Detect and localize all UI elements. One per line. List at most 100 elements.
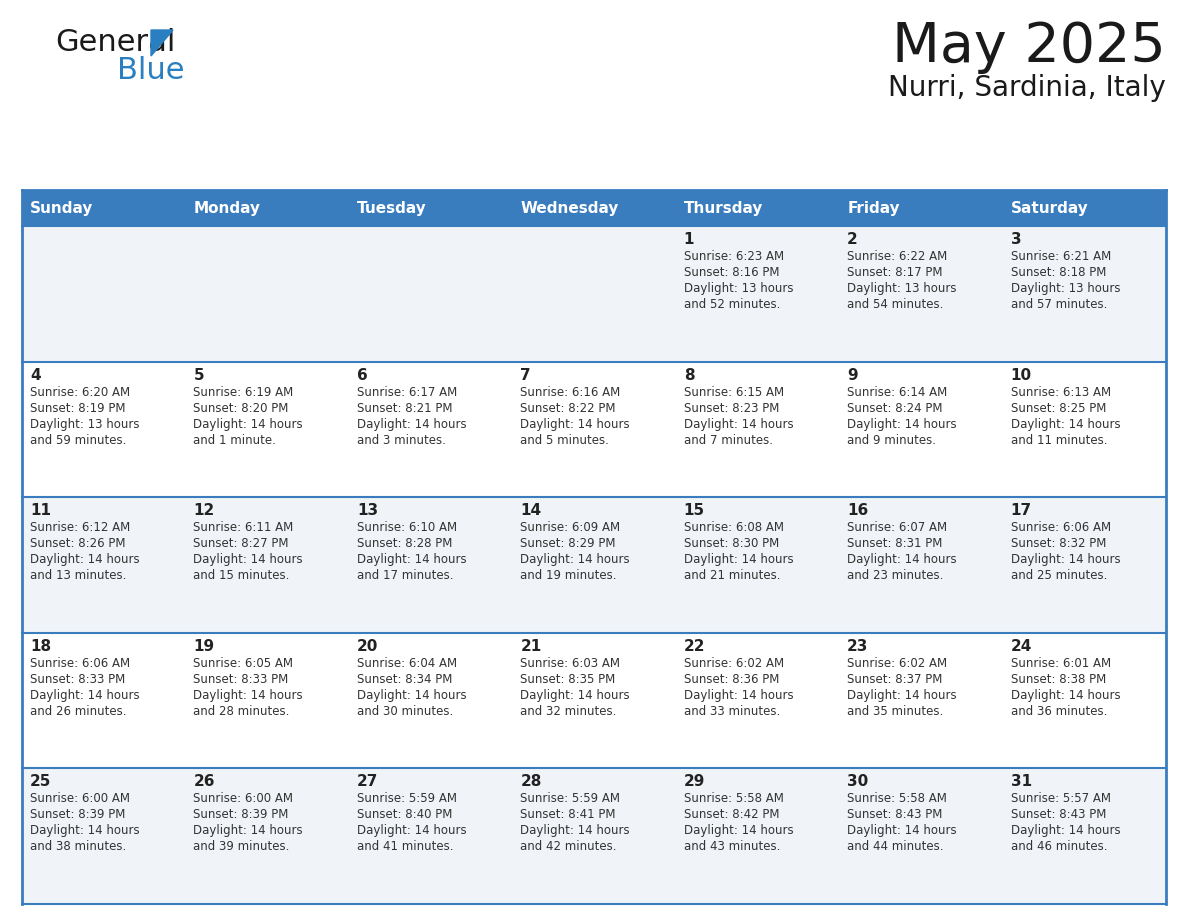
Text: and 41 minutes.: and 41 minutes. <box>356 840 454 854</box>
Text: 8: 8 <box>684 367 694 383</box>
Text: and 21 minutes.: and 21 minutes. <box>684 569 781 582</box>
Bar <box>23 498 185 633</box>
Text: Sunset: 8:33 PM: Sunset: 8:33 PM <box>30 673 125 686</box>
Bar <box>1003 190 1165 226</box>
Text: Friday: Friday <box>847 200 899 216</box>
Text: Daylight: 14 hours: Daylight: 14 hours <box>30 824 140 837</box>
Text: Daylight: 14 hours: Daylight: 14 hours <box>356 418 467 431</box>
Text: 20: 20 <box>356 639 378 654</box>
Text: 26: 26 <box>194 775 215 789</box>
Text: and 44 minutes.: and 44 minutes. <box>847 840 943 854</box>
Text: General: General <box>55 28 176 57</box>
Text: Sunset: 8:26 PM: Sunset: 8:26 PM <box>30 537 126 550</box>
Text: Daylight: 14 hours: Daylight: 14 hours <box>30 688 140 701</box>
Text: Wednesday: Wednesday <box>520 200 619 216</box>
Text: Sunset: 8:24 PM: Sunset: 8:24 PM <box>847 401 942 415</box>
Text: 1: 1 <box>684 232 694 247</box>
Text: Sunset: 8:39 PM: Sunset: 8:39 PM <box>30 809 126 822</box>
Text: and 46 minutes.: and 46 minutes. <box>1011 840 1107 854</box>
Text: Sunset: 8:20 PM: Sunset: 8:20 PM <box>194 401 289 415</box>
Text: Sunset: 8:31 PM: Sunset: 8:31 PM <box>847 537 942 550</box>
Bar <box>512 768 676 904</box>
Text: Sunrise: 6:06 AM: Sunrise: 6:06 AM <box>30 656 131 670</box>
Text: 16: 16 <box>847 503 868 518</box>
Text: Daylight: 14 hours: Daylight: 14 hours <box>194 554 303 566</box>
Text: Sunrise: 5:57 AM: Sunrise: 5:57 AM <box>1011 792 1111 805</box>
Text: Daylight: 13 hours: Daylight: 13 hours <box>30 418 139 431</box>
Text: 22: 22 <box>684 639 706 654</box>
Text: Daylight: 14 hours: Daylight: 14 hours <box>684 554 794 566</box>
Text: Sunrise: 6:03 AM: Sunrise: 6:03 AM <box>520 656 620 670</box>
Text: Daylight: 14 hours: Daylight: 14 hours <box>520 824 630 837</box>
Text: Sunset: 8:28 PM: Sunset: 8:28 PM <box>356 537 453 550</box>
Text: and 33 minutes.: and 33 minutes. <box>684 705 781 718</box>
Bar <box>512 190 676 226</box>
Bar <box>185 498 349 633</box>
Bar <box>1003 633 1165 768</box>
Text: Sunrise: 6:06 AM: Sunrise: 6:06 AM <box>1011 521 1111 534</box>
Text: 15: 15 <box>684 503 704 518</box>
Text: Sunset: 8:35 PM: Sunset: 8:35 PM <box>520 673 615 686</box>
Text: Sunrise: 5:58 AM: Sunrise: 5:58 AM <box>847 792 947 805</box>
Text: 10: 10 <box>1011 367 1031 383</box>
Text: Sunset: 8:33 PM: Sunset: 8:33 PM <box>194 673 289 686</box>
Text: 3: 3 <box>1011 232 1022 247</box>
Text: and 15 minutes.: and 15 minutes. <box>194 569 290 582</box>
Text: 2: 2 <box>847 232 858 247</box>
Text: and 11 minutes.: and 11 minutes. <box>1011 433 1107 446</box>
Text: Daylight: 14 hours: Daylight: 14 hours <box>1011 418 1120 431</box>
Bar <box>839 362 1003 498</box>
Text: Daylight: 14 hours: Daylight: 14 hours <box>356 554 467 566</box>
Bar <box>512 633 676 768</box>
Text: Daylight: 14 hours: Daylight: 14 hours <box>684 688 794 701</box>
Text: May 2025: May 2025 <box>892 20 1165 74</box>
Text: Sunrise: 6:10 AM: Sunrise: 6:10 AM <box>356 521 457 534</box>
Bar <box>23 190 185 226</box>
Bar <box>676 226 839 362</box>
Bar <box>349 633 512 768</box>
Bar <box>676 768 839 904</box>
Text: Sunset: 8:17 PM: Sunset: 8:17 PM <box>847 266 942 279</box>
Text: Sunset: 8:40 PM: Sunset: 8:40 PM <box>356 809 453 822</box>
Text: 12: 12 <box>194 503 215 518</box>
Text: Sunrise: 6:16 AM: Sunrise: 6:16 AM <box>520 386 620 398</box>
Text: and 9 minutes.: and 9 minutes. <box>847 433 936 446</box>
Text: Sunrise: 6:14 AM: Sunrise: 6:14 AM <box>847 386 947 398</box>
Text: Daylight: 13 hours: Daylight: 13 hours <box>847 282 956 295</box>
Text: Sunrise: 6:04 AM: Sunrise: 6:04 AM <box>356 656 457 670</box>
Text: Sunset: 8:21 PM: Sunset: 8:21 PM <box>356 401 453 415</box>
Text: and 1 minute.: and 1 minute. <box>194 433 277 446</box>
Text: and 59 minutes.: and 59 minutes. <box>30 433 126 446</box>
Bar <box>349 768 512 904</box>
Text: Sunset: 8:42 PM: Sunset: 8:42 PM <box>684 809 779 822</box>
Text: Monday: Monday <box>194 200 260 216</box>
Text: and 17 minutes.: and 17 minutes. <box>356 569 454 582</box>
Text: 27: 27 <box>356 775 378 789</box>
Bar <box>1003 768 1165 904</box>
Text: Sunrise: 6:17 AM: Sunrise: 6:17 AM <box>356 386 457 398</box>
Text: 7: 7 <box>520 367 531 383</box>
Text: Sunrise: 6:02 AM: Sunrise: 6:02 AM <box>684 656 784 670</box>
Text: and 39 minutes.: and 39 minutes. <box>194 840 290 854</box>
Text: Daylight: 14 hours: Daylight: 14 hours <box>356 688 467 701</box>
Bar <box>23 768 185 904</box>
Text: Sunset: 8:43 PM: Sunset: 8:43 PM <box>1011 809 1106 822</box>
Text: Sunrise: 6:21 AM: Sunrise: 6:21 AM <box>1011 250 1111 263</box>
Text: 24: 24 <box>1011 639 1032 654</box>
Text: Sunset: 8:30 PM: Sunset: 8:30 PM <box>684 537 779 550</box>
Text: 30: 30 <box>847 775 868 789</box>
Bar <box>185 362 349 498</box>
Text: 31: 31 <box>1011 775 1031 789</box>
Text: 19: 19 <box>194 639 215 654</box>
Text: Sunset: 8:18 PM: Sunset: 8:18 PM <box>1011 266 1106 279</box>
Text: Sunset: 8:25 PM: Sunset: 8:25 PM <box>1011 401 1106 415</box>
Bar <box>512 362 676 498</box>
Text: Daylight: 14 hours: Daylight: 14 hours <box>847 824 956 837</box>
Text: and 43 minutes.: and 43 minutes. <box>684 840 781 854</box>
Text: and 5 minutes.: and 5 minutes. <box>520 433 609 446</box>
Text: 4: 4 <box>30 367 40 383</box>
Text: and 32 minutes.: and 32 minutes. <box>520 705 617 718</box>
Text: Sunset: 8:22 PM: Sunset: 8:22 PM <box>520 401 615 415</box>
Text: and 13 minutes.: and 13 minutes. <box>30 569 126 582</box>
Text: Daylight: 14 hours: Daylight: 14 hours <box>847 554 956 566</box>
